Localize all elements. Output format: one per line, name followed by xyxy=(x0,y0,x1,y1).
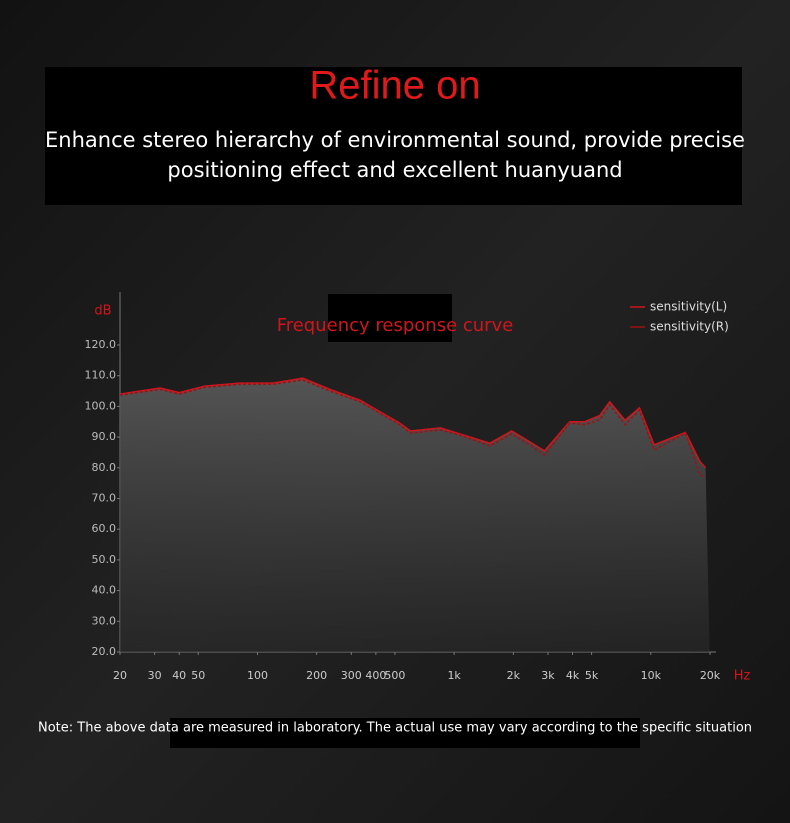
x-axis-label: Hz xyxy=(734,669,751,684)
chart: 20.0 30.0 40.0 50.0 60.0 70.0 80.0 90.0 100.0 110… xyxy=(85,292,751,684)
y-tick-label: 40.0 xyxy=(92,584,117,597)
y-tick-label: 30.0 xyxy=(92,614,117,627)
y-tick-label: 90.0 xyxy=(92,430,117,443)
x-tick-label: 200 xyxy=(306,669,327,682)
y-axis-label: dB xyxy=(94,304,111,319)
header-subtitle: positioning effect and excellent huanyua… xyxy=(167,158,622,182)
x-tick-label: 2k xyxy=(507,669,521,682)
x-tick-label: 300 xyxy=(341,669,362,682)
note-box xyxy=(170,718,640,748)
x-tick-label: 10k xyxy=(641,669,662,682)
x-tick-label: 400 xyxy=(365,669,386,682)
legend-label: sensitivity(L) xyxy=(650,300,727,314)
x-tick-label: 4k xyxy=(566,669,580,682)
x-tick-label: 50 xyxy=(191,669,205,682)
y-tick-label: 70.0 xyxy=(92,492,117,505)
legend-label: sensitivity(R) xyxy=(650,320,729,334)
x-tick-label: 30 xyxy=(148,669,162,682)
y-tick-label: 60.0 xyxy=(92,522,117,535)
x-tick-label: 100 xyxy=(247,669,268,682)
note: Note: The above data are measured in lab… xyxy=(38,721,752,736)
x-tick-label: 3k xyxy=(541,669,555,682)
x-tick-label: 40 xyxy=(172,669,186,682)
line xyxy=(119,379,706,478)
x-tick-label: 5k xyxy=(585,669,599,682)
x-tick-label: 20 xyxy=(113,669,127,682)
x-tick-label: 1k xyxy=(447,669,461,682)
y-tick-label: 50.0 xyxy=(92,553,117,566)
title-box xyxy=(328,294,452,342)
x-tick-label: 500 xyxy=(384,669,405,682)
y-tick-label: 110.0 xyxy=(85,369,117,382)
x-tick-label: 20k xyxy=(700,669,721,682)
y-tick-label: 120.0 xyxy=(85,338,117,351)
chart-title: Frequency response curve xyxy=(277,315,514,336)
header-box xyxy=(45,67,742,205)
y-tick-label: 20.0 xyxy=(92,645,117,658)
y-tick-label: 100.0 xyxy=(85,399,117,412)
area xyxy=(120,378,710,652)
y-tick-label: 80.0 xyxy=(92,461,117,474)
header-subtitle: Enhance stereo hierarchy of environmenta… xyxy=(45,128,745,152)
line xyxy=(119,377,707,469)
header-title: Refine on xyxy=(309,64,480,108)
